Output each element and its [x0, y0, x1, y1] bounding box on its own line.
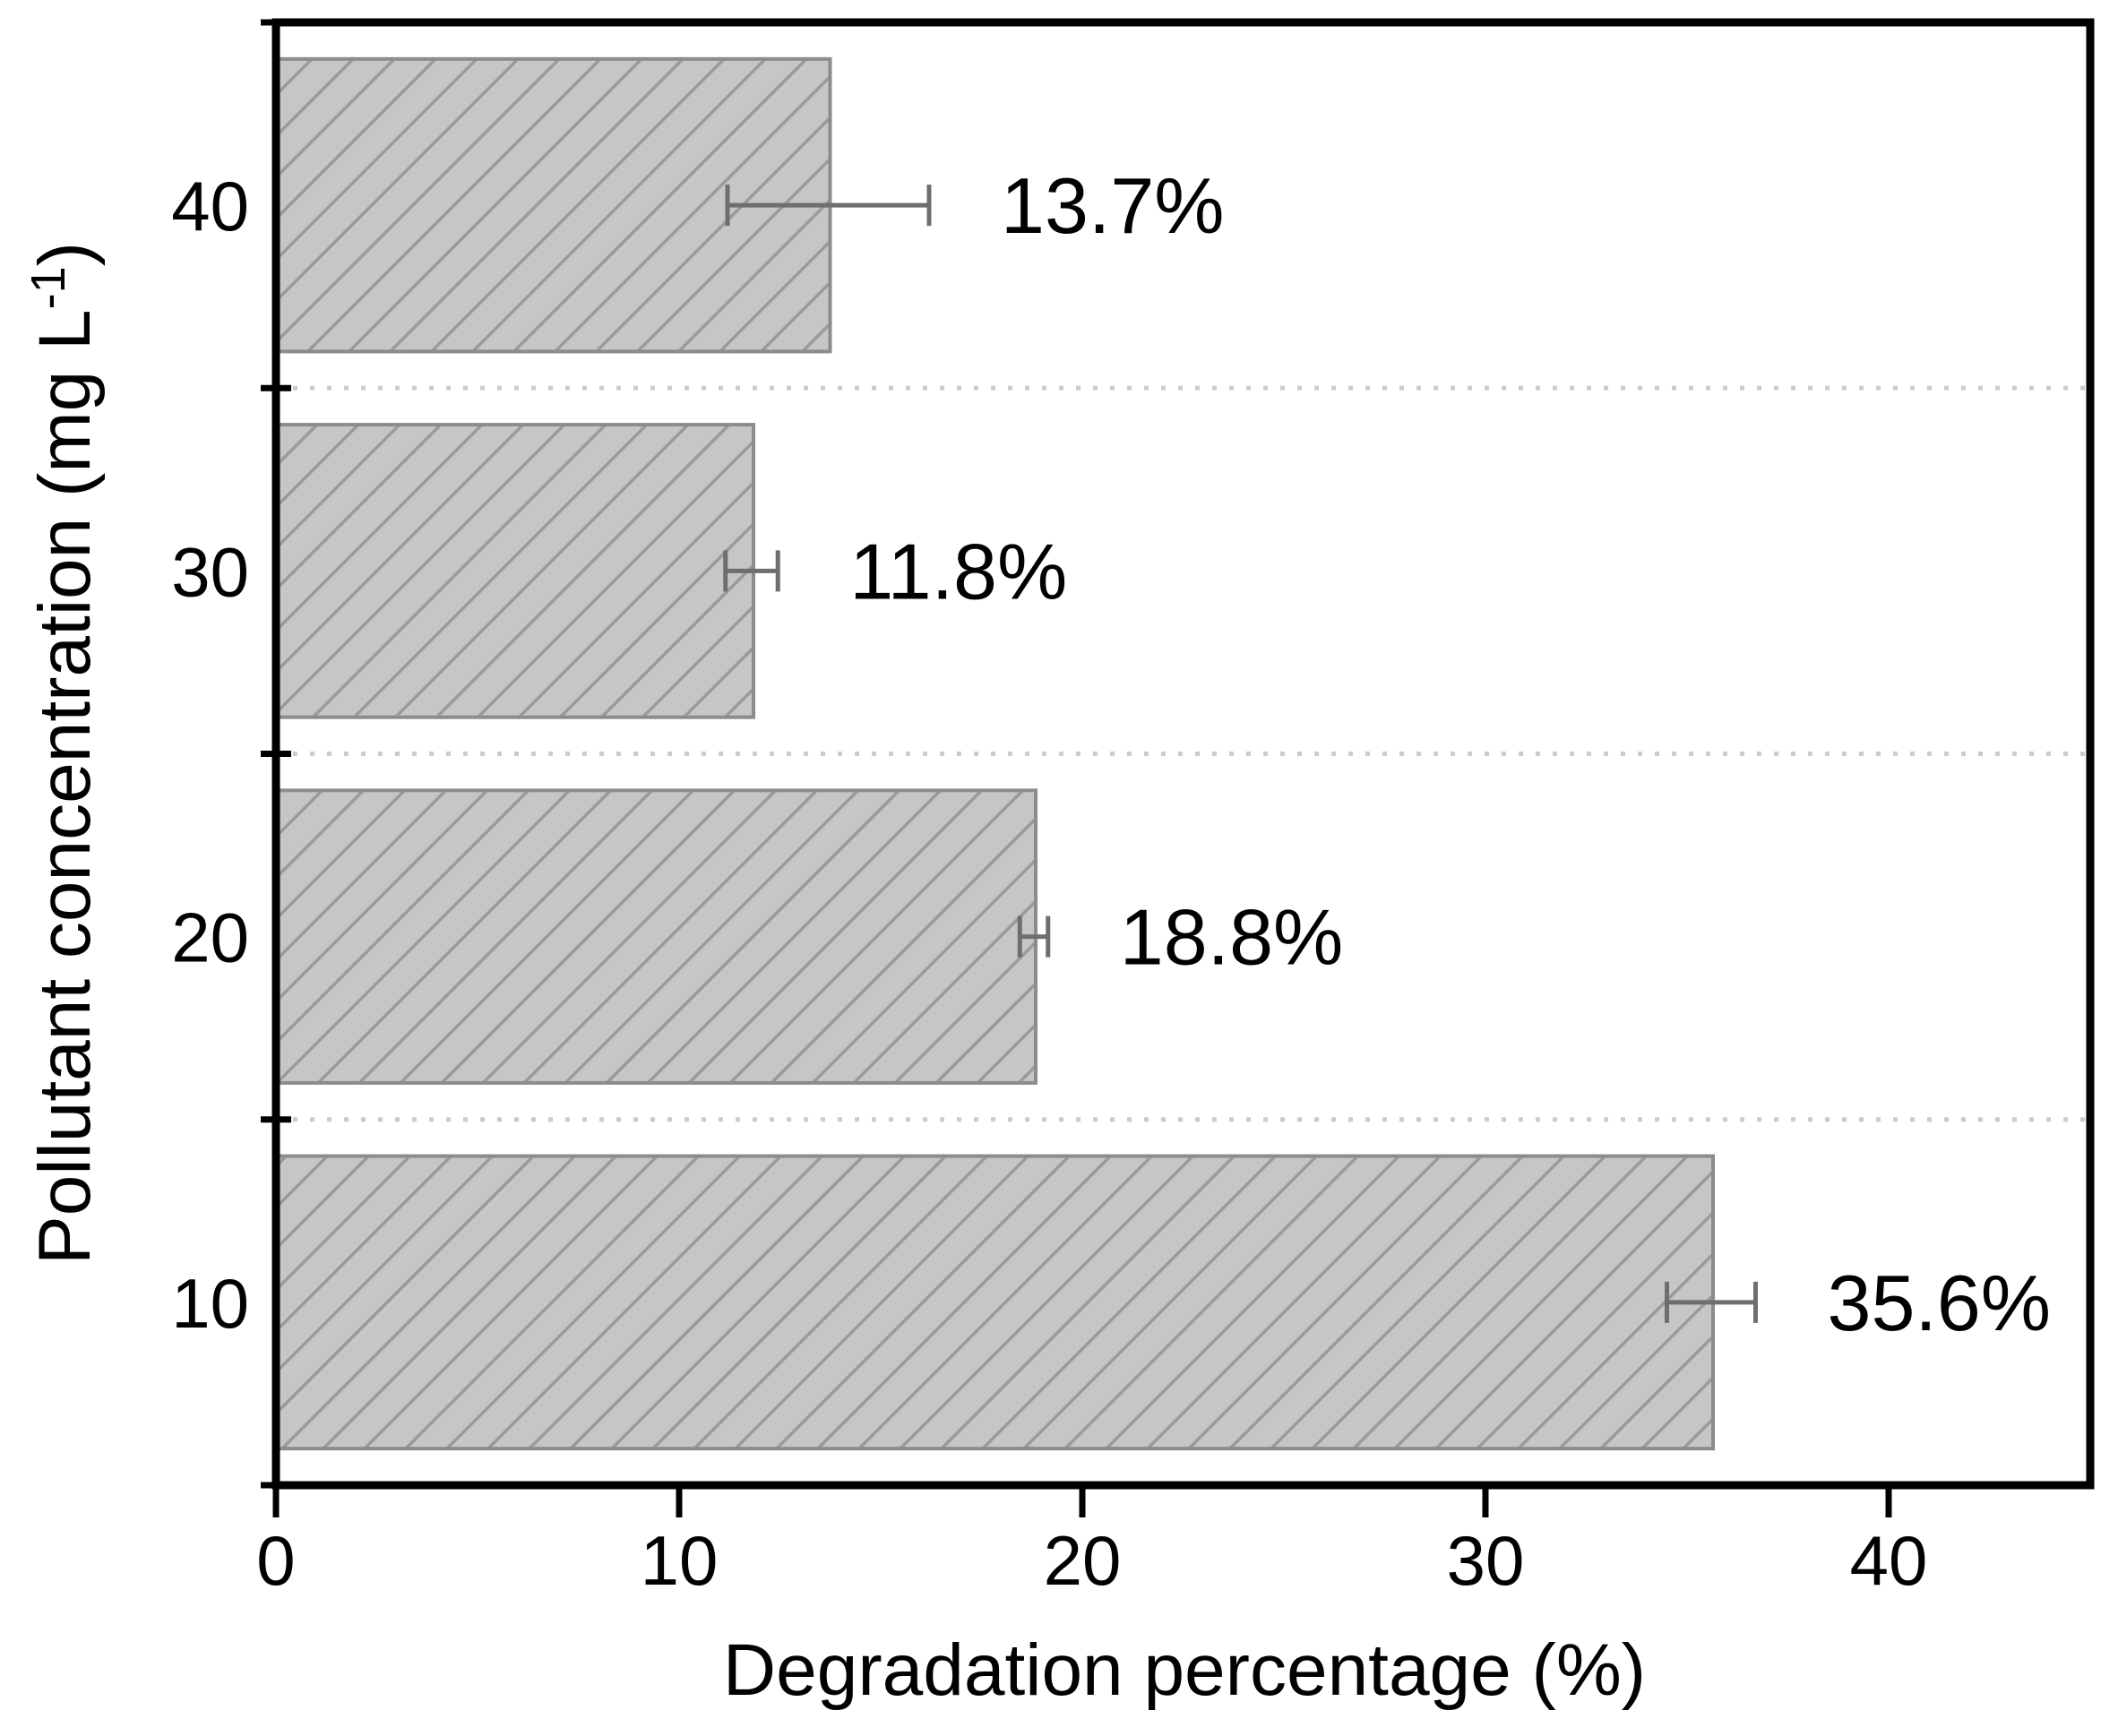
y-axis-title-part: -1	[22, 266, 75, 309]
x-tick-label: 0	[256, 1521, 295, 1600]
x-tick-label: 30	[1447, 1521, 1525, 1600]
y-axis-ticks	[261, 19, 291, 1489]
y-tick-label: 30	[171, 532, 249, 611]
x-axis-ticks	[272, 1485, 1892, 1517]
bar	[276, 423, 755, 719]
bar-value-label: 13.7%	[1001, 161, 1225, 250]
y-axis-title-part: Pollutant concentration (mg L	[24, 309, 106, 1265]
x-tick-label: 20	[1044, 1521, 1122, 1600]
y-axis-title: Pollutant concentration (mg L-1)	[22, 242, 106, 1265]
bar-value-label: 11.8%	[849, 527, 1067, 615]
y-tick-label: 40	[171, 167, 249, 245]
bar-value-label: 35.6%	[1828, 1259, 2052, 1347]
y-axis-title-part: )	[24, 242, 106, 266]
x-axis-title: Degradation percentage (%)	[723, 1629, 1646, 1711]
y-tick-label: 10	[171, 1264, 249, 1343]
bar-value-label: 18.8%	[1120, 893, 1344, 982]
bar	[276, 1154, 1715, 1451]
y-tick-label: 20	[171, 898, 249, 977]
x-tick-labels: 0 10 20 30 40	[256, 1521, 1927, 1600]
bars	[276, 56, 1715, 1451]
bar	[276, 788, 1037, 1085]
bar-value-labels: 13.7% 11.8% 18.8% 35.6%	[849, 161, 2051, 1347]
x-tick-label: 10	[641, 1521, 719, 1600]
error-bars	[723, 185, 1758, 1323]
x-tick-label: 40	[1850, 1521, 1928, 1600]
y-tick-labels: 40 30 20 10	[171, 167, 249, 1343]
